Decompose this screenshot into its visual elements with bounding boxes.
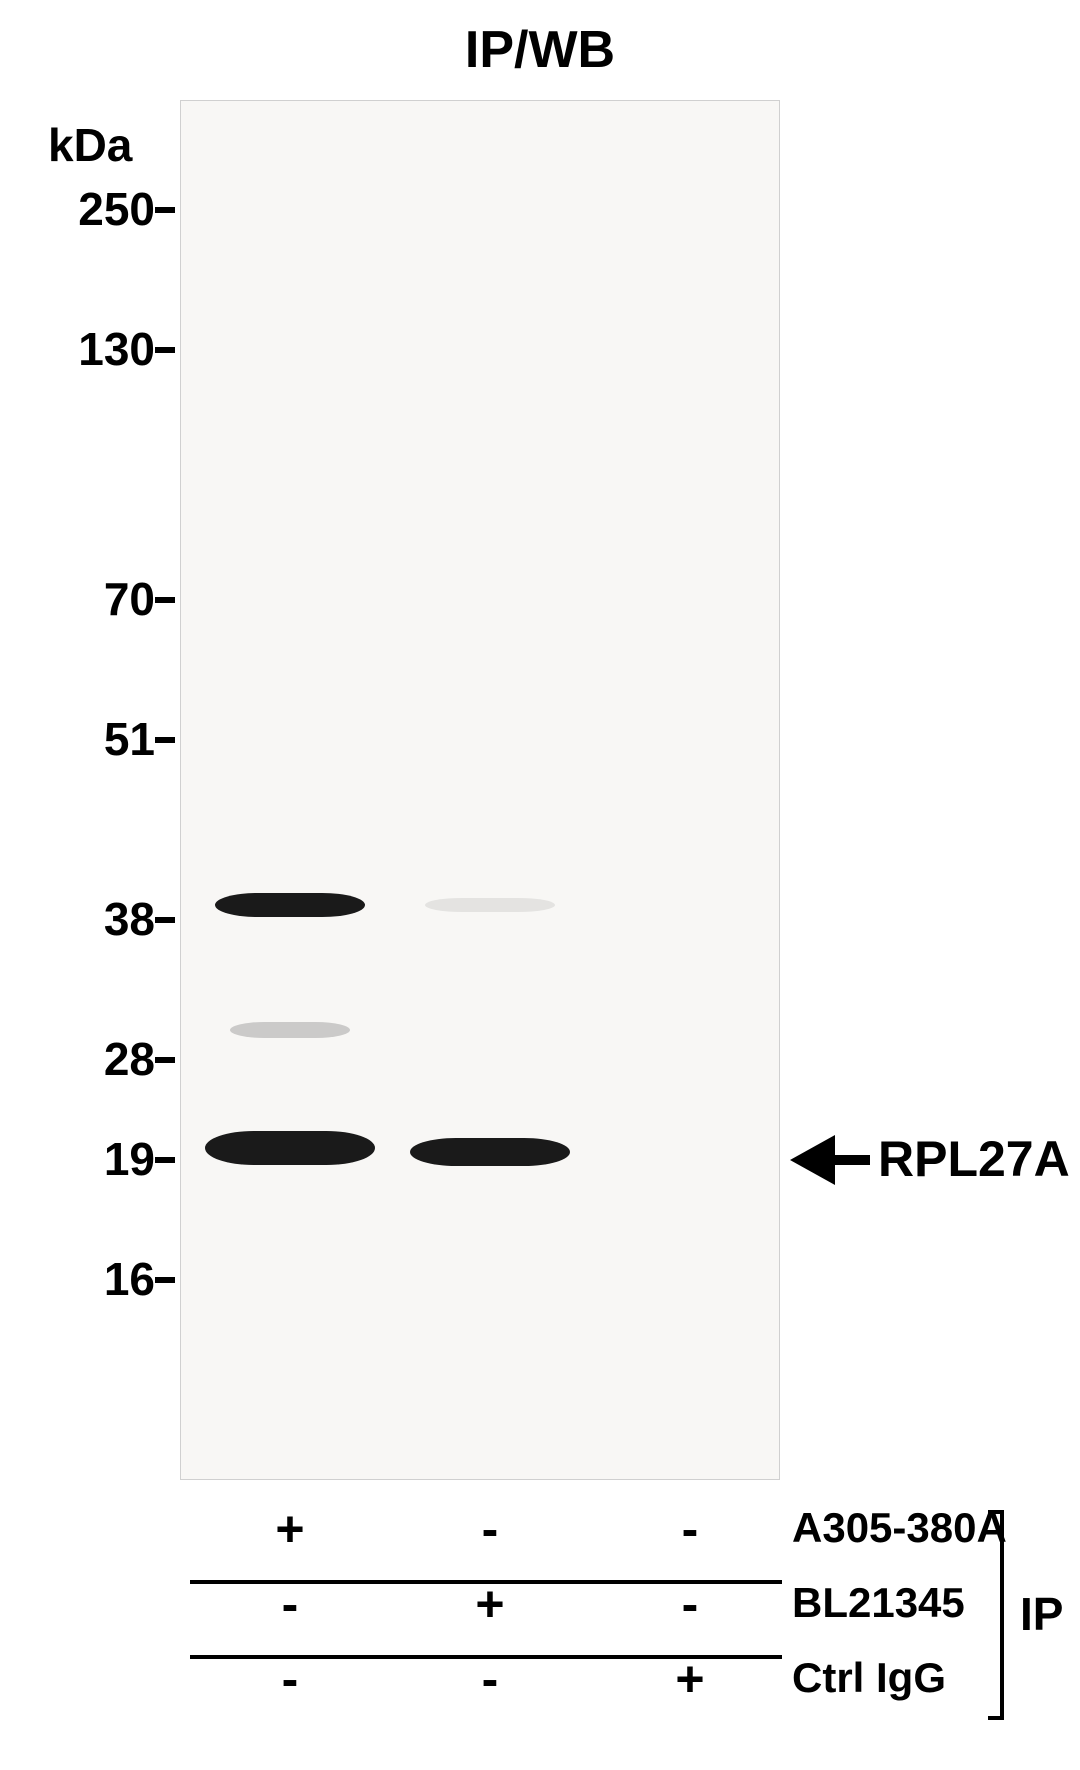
marker-tick <box>155 917 175 923</box>
arrow-head-icon <box>790 1135 835 1185</box>
protein-label: RPL27A <box>878 1130 1070 1188</box>
lane-row-label: Ctrl IgG <box>792 1654 946 1702</box>
lane-sign: - <box>460 1500 520 1558</box>
lane-row-label: A305-380A <box>792 1504 1007 1552</box>
marker-tick <box>155 737 175 743</box>
marker-label: 16 <box>35 1252 155 1306</box>
band <box>205 1131 375 1165</box>
marker-label: 38 <box>35 892 155 946</box>
marker-label: 70 <box>35 572 155 626</box>
blot-membrane <box>180 100 780 1480</box>
marker-label: 250 <box>35 182 155 236</box>
lane-rule <box>190 1655 782 1659</box>
marker-label: 51 <box>35 712 155 766</box>
lane-sign: + <box>260 1500 320 1558</box>
band <box>215 893 365 917</box>
lane-rule <box>190 1580 782 1584</box>
ip-bracket-bottom <box>988 1716 1004 1720</box>
ip-bracket-vertical <box>1000 1510 1004 1720</box>
arrow-line <box>830 1155 870 1165</box>
band <box>230 1022 350 1038</box>
marker-tick <box>155 597 175 603</box>
marker-tick <box>155 207 175 213</box>
ip-bracket-top <box>988 1510 1004 1514</box>
marker-tick <box>155 1157 175 1163</box>
marker-label: 19 <box>35 1132 155 1186</box>
band <box>425 898 555 912</box>
kda-unit-label: kDa <box>48 118 132 172</box>
marker-label: 28 <box>35 1032 155 1086</box>
marker-tick <box>155 1057 175 1063</box>
band <box>410 1138 570 1166</box>
figure-container: IP/WB kDa 250 130 70 51 38 28 19 16 RPL2… <box>0 0 1080 1770</box>
marker-tick <box>155 1277 175 1283</box>
marker-label: 130 <box>35 322 155 376</box>
lane-row-label: BL21345 <box>792 1579 965 1627</box>
lane-sign: - <box>660 1500 720 1558</box>
marker-tick <box>155 347 175 353</box>
ip-group-label: IP <box>1020 1587 1063 1641</box>
figure-title: IP/WB <box>465 20 615 80</box>
